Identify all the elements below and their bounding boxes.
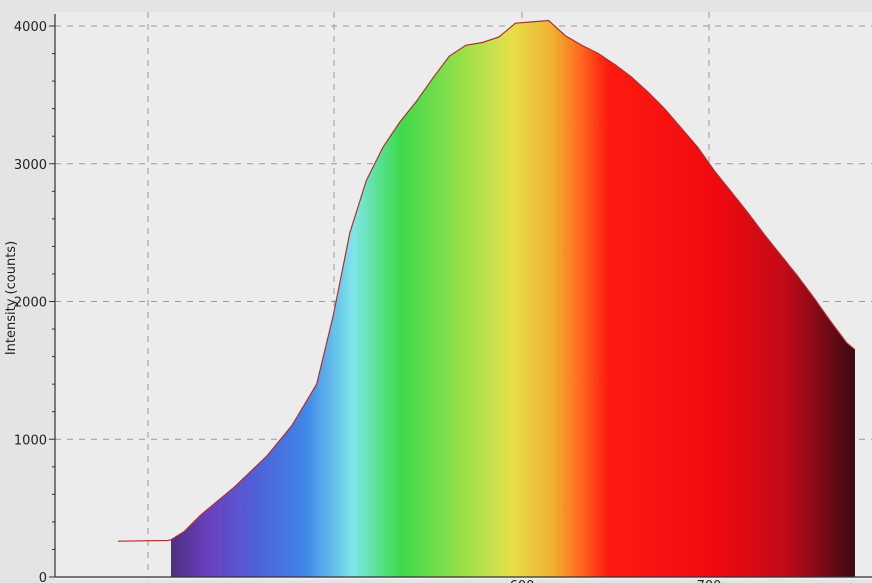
y-tick-label: 1000	[14, 433, 47, 448]
y-tick-label: 2000	[14, 296, 47, 311]
x-tick-label: 600	[510, 579, 535, 583]
x-tick-labels: 600 700	[510, 579, 722, 583]
axes	[49, 14, 872, 578]
y-tick-label: 4000	[14, 20, 47, 35]
spectrum-area	[170, 20, 856, 577]
y-axis-title: Intensity (counts)	[4, 241, 19, 355]
y-tick-labels: 0 1000 2000 3000 4000	[14, 20, 47, 583]
spectrum-line	[117, 19, 856, 542]
y-tick-label: 0	[39, 571, 47, 583]
x-tick-label: 700	[697, 579, 722, 583]
y-tick-label: 3000	[14, 158, 47, 173]
